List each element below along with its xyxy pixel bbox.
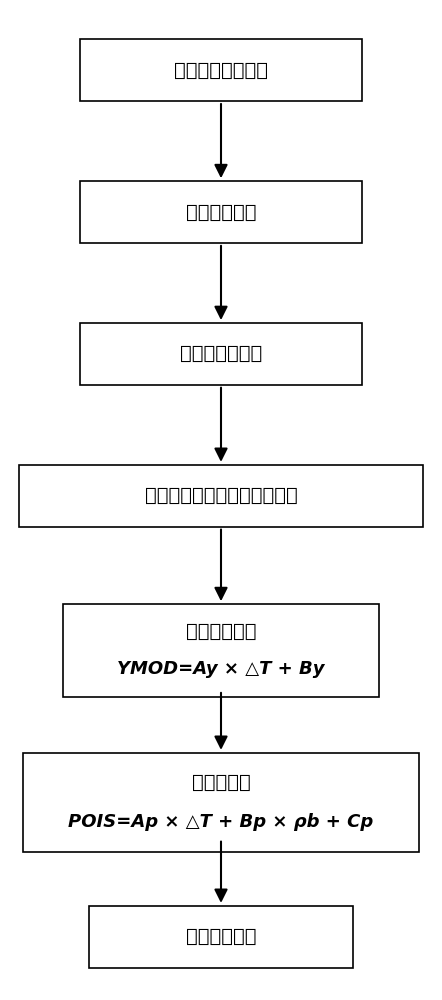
Text: 声波时差与岩性密度数值读取: 声波时差与岩性密度数值读取 — [145, 486, 297, 505]
Text: 输出计算结果: 输出计算结果 — [186, 927, 256, 946]
Text: 测井资料获取: 测井资料获取 — [186, 203, 256, 222]
Text: YMOD=Ay × △T + By: YMOD=Ay × △T + By — [117, 660, 325, 678]
Text: 地区经验参数获取: 地区经验参数获取 — [174, 61, 268, 80]
FancyBboxPatch shape — [80, 181, 362, 243]
FancyBboxPatch shape — [80, 39, 362, 101]
FancyBboxPatch shape — [80, 323, 362, 385]
FancyBboxPatch shape — [19, 465, 423, 527]
FancyBboxPatch shape — [23, 753, 419, 852]
FancyBboxPatch shape — [89, 906, 353, 968]
Text: 测井资料归一化: 测井资料归一化 — [180, 344, 262, 363]
Text: 计算杨氏模量: 计算杨氏模量 — [186, 622, 256, 641]
Text: POIS=Ap × △T + Bp × ρb + Cp: POIS=Ap × △T + Bp × ρb + Cp — [69, 813, 373, 831]
FancyBboxPatch shape — [63, 604, 379, 697]
Text: 计算泊松比: 计算泊松比 — [192, 773, 250, 792]
